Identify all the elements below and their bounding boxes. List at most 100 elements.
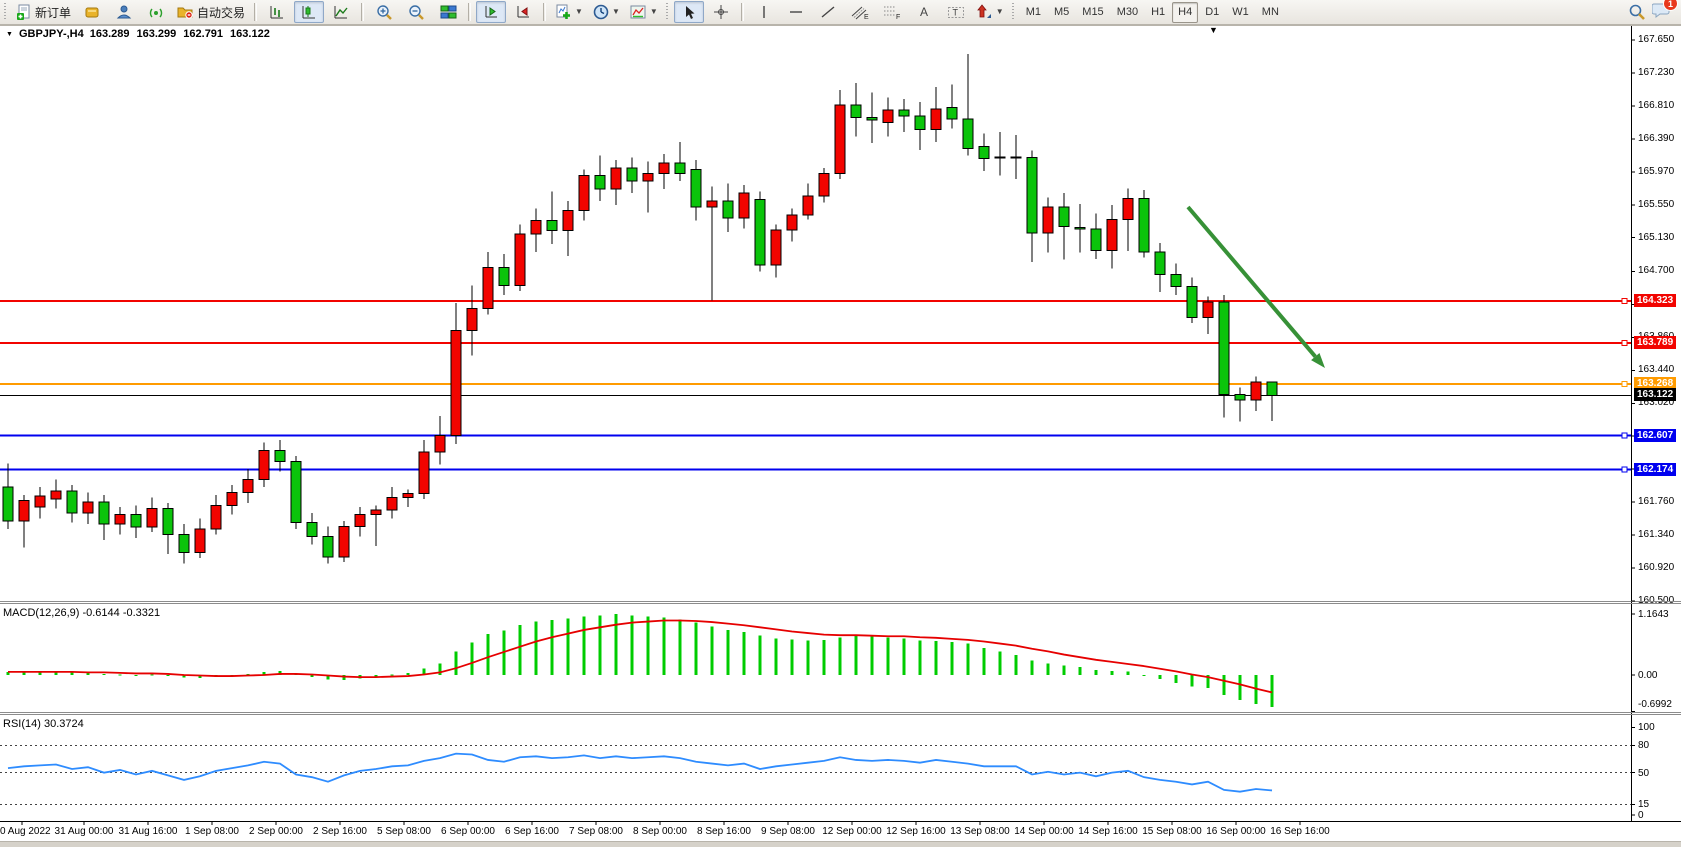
chart-shift-icon xyxy=(517,6,530,18)
indicators-icon xyxy=(556,4,571,19)
vertical-line-button[interactable] xyxy=(749,1,779,23)
horizontal-line-button[interactable] xyxy=(781,1,811,23)
tile-windows-icon xyxy=(440,5,457,19)
time-axis-label: 5 Sep 08:00 xyxy=(377,826,431,837)
timeframe-button-h4[interactable]: H4 xyxy=(1172,1,1199,23)
rsi-scale-label: 50 xyxy=(1638,767,1650,779)
time-axis-label: 9 Sep 08:00 xyxy=(761,826,815,837)
time-axis-label: 31 Aug 16:00 xyxy=(118,826,178,837)
svg-text:E: E xyxy=(864,14,869,20)
toolbar-grip[interactable] xyxy=(665,3,670,21)
profile-button[interactable] xyxy=(109,1,139,23)
time-axis-label: 7 Sep 08:00 xyxy=(569,826,623,837)
notifications-button[interactable]: 1 xyxy=(1651,0,1678,23)
templates-icon xyxy=(630,5,646,19)
crosshair-icon xyxy=(713,5,728,19)
timeframe-button-d1[interactable]: D1 xyxy=(1205,6,1220,18)
timeframe-button-h1[interactable]: H1 xyxy=(1151,6,1166,18)
line-chart-button[interactable] xyxy=(326,1,356,23)
chart-shift-button[interactable] xyxy=(508,1,538,23)
rsi-scale-label: 80 xyxy=(1638,740,1650,752)
zoom-in-button[interactable] xyxy=(369,1,399,23)
cursor-button[interactable] xyxy=(673,1,704,23)
svg-text:F: F xyxy=(896,14,900,20)
market-gold-icon xyxy=(85,7,99,18)
search-icon[interactable] xyxy=(1628,3,1646,21)
bar-chart-icon xyxy=(270,6,284,19)
macd-scale-label: 0.00 xyxy=(1638,670,1658,681)
price-tick-label: 163.020 xyxy=(1638,397,1675,409)
arrows-button[interactable]: ▼ xyxy=(973,1,1008,23)
signals-icon xyxy=(149,8,163,18)
arrow-objects-icon xyxy=(976,4,991,18)
indicators-dropdown-caret[interactable]: ▼ xyxy=(575,7,583,16)
price-line-badge: 164.323 xyxy=(1634,294,1677,308)
text-label-button[interactable]: T xyxy=(941,1,971,23)
time-axis-label: 8 Sep 16:00 xyxy=(697,826,751,837)
trendline-icon xyxy=(821,6,835,18)
toolbar-separator xyxy=(468,3,472,21)
quote-close: 163.122 xyxy=(230,28,270,40)
price-line-badge: 162.607 xyxy=(1634,428,1677,442)
auto-trading-button[interactable]: 自动交易 xyxy=(173,1,249,23)
templates-button[interactable]: ▼ xyxy=(626,1,662,23)
toolbar-grip[interactable] xyxy=(4,3,8,21)
tile-windows-button[interactable] xyxy=(433,1,463,23)
fibonacci-button[interactable]: F xyxy=(877,1,907,23)
auto-trading-label: 自动交易 xyxy=(197,5,246,20)
cursor-arrow-icon xyxy=(685,5,695,19)
price-tick-label: 166.390 xyxy=(1638,132,1675,144)
time-axis-label: 16 Sep 16:00 xyxy=(1270,826,1330,837)
price-tick-label: 163.440 xyxy=(1638,364,1675,376)
quote-open: 163.289 xyxy=(89,28,130,40)
crosshair-button[interactable] xyxy=(706,1,736,23)
signals-button[interactable] xyxy=(141,1,171,23)
timeframe-button-m5[interactable]: M5 xyxy=(1054,6,1070,18)
zoom-out-button[interactable] xyxy=(401,1,431,23)
time-axis-label: 14 Sep 00:00 xyxy=(1014,826,1074,837)
indicators-button[interactable]: ▼ xyxy=(551,1,587,23)
toolbar-separator xyxy=(361,3,365,21)
toolbar-grip[interactable] xyxy=(1011,3,1016,21)
zoom-out-icon xyxy=(408,4,424,20)
macd-scale-label: -0.6992 xyxy=(1638,699,1672,710)
market-button[interactable] xyxy=(77,1,107,23)
timeframe-button-mn[interactable]: MN xyxy=(1261,6,1279,18)
auto-scroll-button[interactable] xyxy=(476,1,507,23)
clock-icon xyxy=(593,4,609,20)
new-order-button[interactable]: 新订单 xyxy=(12,1,75,23)
macd-scale-label: 1.1643 xyxy=(1638,608,1669,620)
price-tick-label: 165.550 xyxy=(1638,198,1675,210)
rsi-scale-label: 100 xyxy=(1638,722,1655,734)
timeframe-button-m30[interactable]: M30 xyxy=(1116,6,1139,18)
trendline-button[interactable] xyxy=(813,1,843,23)
arrows-dropdown-caret[interactable]: ▼ xyxy=(995,7,1004,16)
channel-button[interactable]: E xyxy=(845,1,875,23)
profile-icon xyxy=(116,5,132,19)
horizontal-line-icon xyxy=(789,11,802,13)
candlestick-button[interactable] xyxy=(294,1,325,23)
periods-dropdown-caret[interactable]: ▼ xyxy=(611,7,620,16)
toolbar-separator xyxy=(740,3,744,21)
periods-button[interactable]: ▼ xyxy=(589,1,624,23)
timeframe-button-m15[interactable]: M15 xyxy=(1082,6,1104,18)
price-tick-label: 165.970 xyxy=(1638,165,1675,177)
chart-shift-marker-icon[interactable]: ▼ xyxy=(1209,25,1218,35)
equidistant-channel-icon: E xyxy=(851,6,869,20)
timeframe-group: M1 M5 M15 M30 H1 H4 D1 W1 MN xyxy=(1020,1,1285,23)
time-axis-label: 0 Aug 2022 xyxy=(0,826,51,837)
notification-badge: 1 xyxy=(1663,0,1678,11)
text-button[interactable]: A xyxy=(909,1,939,23)
timeframe-button-w1[interactable]: W1 xyxy=(1232,6,1249,18)
bar-chart-button[interactable] xyxy=(262,1,292,23)
templates-dropdown-caret[interactable]: ▼ xyxy=(649,7,658,16)
window-bottom-edge xyxy=(0,841,1681,847)
timeframe-button-m1[interactable]: M1 xyxy=(1025,6,1041,18)
symbol-title: GBPJPY-,H4 xyxy=(18,28,84,40)
rsi-label: RSI(14) 30.3724 xyxy=(3,718,84,730)
symbol-caret-icon[interactable]: ▼ xyxy=(6,30,13,38)
price-tick-label: 167.650 xyxy=(1638,34,1675,45)
quote-high: 163.299 xyxy=(136,28,177,40)
